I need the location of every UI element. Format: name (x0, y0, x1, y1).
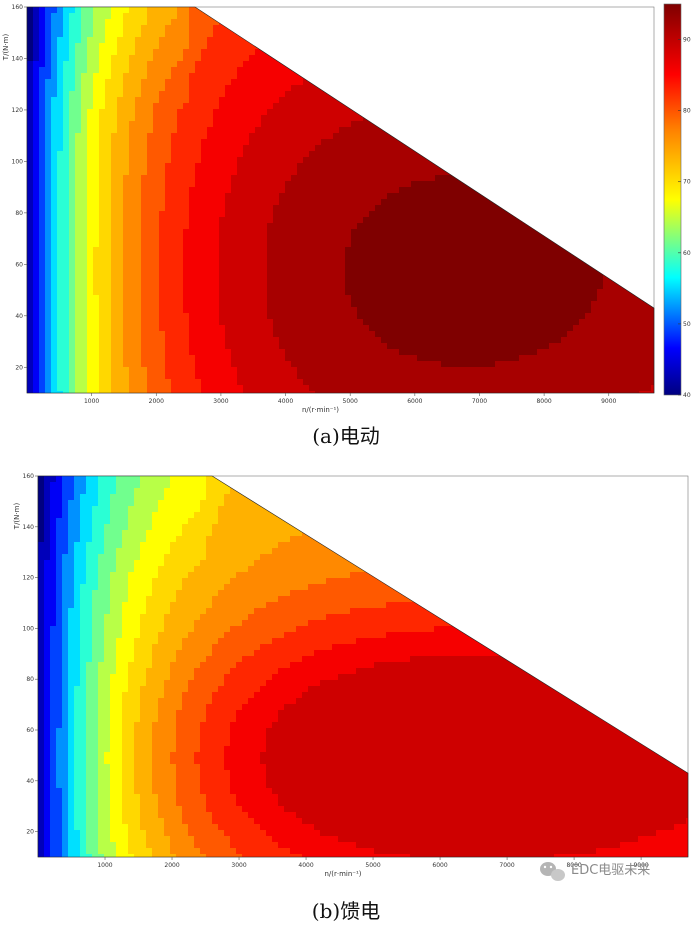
y-axis-label: T/(N·m) (2, 34, 10, 62)
colorbar-tick-label: 90 (683, 37, 691, 44)
efficiency-map-generating: 1000 2000 3000 4000 5000 6000 7000 8000 9000 20 40… (13, 473, 689, 878)
x-tick-label: 7000 (472, 398, 487, 405)
y-tick-label: 60 (26, 727, 34, 734)
y-tick-label: 140 (12, 55, 24, 62)
operating-envelope (26, 6, 655, 394)
y-axis-label: T/(N·m) (13, 503, 21, 531)
x-tick-label: 2000 (164, 862, 179, 869)
y-tick-label: 120 (23, 575, 35, 582)
x-axis-label: n/(r·min⁻¹) (324, 870, 361, 878)
caption-a: (a)电动 (312, 424, 380, 448)
y-tick-label: 100 (12, 158, 24, 165)
x-tick-label: 9000 (601, 398, 616, 405)
x-tick-label: 6000 (432, 862, 447, 869)
x-tick-label: 8000 (536, 398, 551, 405)
x-tick-label: 7000 (499, 862, 514, 869)
operating-envelope (37, 475, 689, 858)
colorbar-gradient (663, 3, 682, 396)
y-tick-label: 120 (12, 107, 24, 114)
caption-b: (b)馈电 (312, 899, 380, 923)
x-tick-label: 3000 (231, 862, 246, 869)
x-tick-label: 1000 (97, 862, 112, 869)
y-tick-label: 40 (15, 313, 23, 320)
x-tick-label: 4000 (298, 862, 313, 869)
x-tick-label: 5000 (365, 862, 380, 869)
y-tick-label: 40 (26, 778, 34, 785)
y-tick-label: 100 (23, 625, 35, 632)
y-tick-label: 20 (15, 364, 23, 371)
x-tick-label: 6000 (407, 398, 422, 405)
colorbar-tick-label: 80 (683, 108, 691, 115)
x-tick-label: 3000 (213, 398, 228, 405)
wechat-icon (540, 862, 565, 881)
y-tick-label: 160 (23, 473, 35, 480)
y-tick-label: 60 (15, 261, 23, 268)
x-tick-label: 2000 (149, 398, 164, 405)
colorbar: 40 50 60 70 80 90 (663, 3, 691, 399)
y-tick-label: 140 (23, 524, 35, 531)
colorbar-tick-label: 40 (683, 392, 691, 399)
x-tick-label: 5000 (343, 398, 358, 405)
y-tick-label: 20 (26, 829, 34, 836)
watermark: EDC电驱未来 (540, 862, 650, 881)
colorbar-tick-label: 50 (683, 321, 691, 328)
x-tick-label: 9000 (633, 862, 648, 869)
colorbar-tick-label: 60 (683, 250, 691, 257)
x-tick-label: 1000 (84, 398, 99, 405)
x-tick-label: 8000 (566, 862, 581, 869)
x-tick-label: 4000 (278, 398, 293, 405)
x-axis-label: n/(r·min⁻¹) (302, 406, 339, 414)
y-tick-label: 160 (12, 4, 24, 11)
y-tick-label: 80 (15, 210, 23, 217)
efficiency-map-motoring: 1000 2000 3000 4000 5000 6000 7000 8000 9000 20 40… (2, 4, 655, 414)
colorbar-tick-label: 70 (683, 179, 691, 186)
y-tick-label: 80 (26, 676, 34, 683)
watermark-text: EDC电驱未来 (571, 863, 650, 878)
